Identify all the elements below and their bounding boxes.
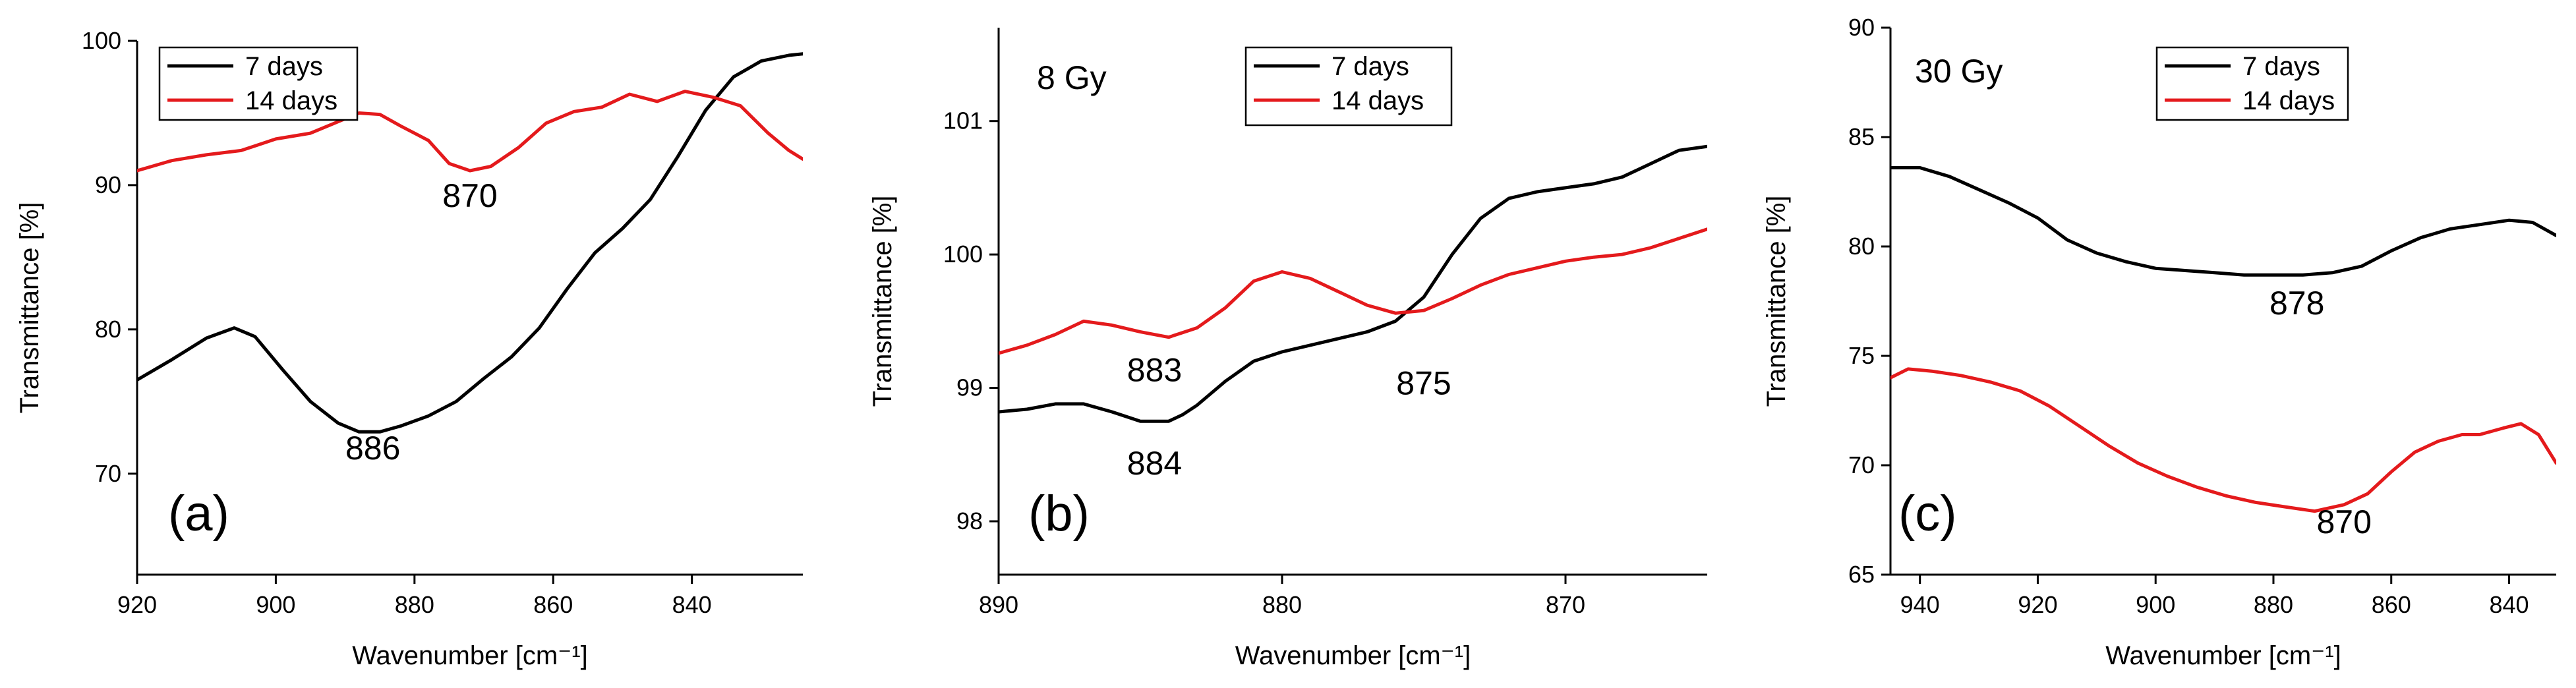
chart-panel-3: 940 920 900 880 860 840 65 70 75 80 85 90 Wavenumber…	[1762, 14, 2556, 670]
y-tick-label: 99	[956, 374, 983, 401]
x-axis-title: Wavenumber [cm⁻¹]	[352, 641, 587, 670]
legend-label: 14 days	[245, 86, 337, 115]
y-tick-label: 75	[1848, 342, 1875, 369]
x-tick-label: 860	[533, 591, 573, 618]
y-tick-label: 98	[956, 507, 983, 534]
y-tick-label: 100	[943, 241, 983, 268]
x-tick-label: 880	[1262, 591, 1302, 618]
y-tick-label: 90	[1848, 14, 1875, 41]
legend-box	[158, 46, 359, 121]
legend-box	[1244, 46, 1453, 127]
x-tick-label: 880	[395, 591, 434, 618]
y-axis-title: Transmittance [%]	[15, 202, 44, 414]
x-tick-label: 840	[2489, 591, 2529, 618]
legend-label: 14 days	[2242, 86, 2335, 115]
y-tick-label: 100	[82, 27, 121, 54]
panel-label: (b)	[1028, 486, 1090, 542]
y-tick-label: 85	[1848, 123, 1875, 150]
peak-annotation: 886	[345, 430, 400, 467]
peak-annotation: 878	[2269, 285, 2324, 322]
panel-label: (a)	[168, 486, 229, 542]
chart-panel-1: 920 900 880 860 840 70 80 90 100 Wavenumber [cm⁻¹…	[15, 27, 803, 670]
y-tick-label: 70	[95, 460, 121, 487]
series-line-7-days	[137, 52, 803, 434]
chart-title: 8 Gy	[1037, 59, 1107, 96]
legend-label: 7 days	[1332, 52, 1409, 81]
peak-annotation: 870	[2317, 503, 2372, 540]
legend: 7 days 14 days	[158, 46, 359, 121]
x-tick-label: 840	[672, 591, 712, 618]
legend-box	[2155, 46, 2349, 121]
x-axis-title: Wavenumber [cm⁻¹]	[2105, 641, 2341, 670]
y-tick-label: 80	[1848, 233, 1875, 260]
series-line-14-days	[999, 227, 1707, 355]
legend: 7 days 14 days	[1244, 46, 1453, 127]
x-tick-label: 900	[256, 591, 295, 618]
peak-annotation: 883	[1127, 351, 1182, 388]
series-line-7-days	[1890, 166, 2556, 277]
legend-label: 7 days	[2242, 52, 2320, 81]
x-tick-label: 860	[2372, 591, 2411, 618]
x-tick-label: 890	[979, 591, 1018, 618]
y-tick-label: 80	[95, 316, 121, 343]
series-line-7-days	[999, 144, 1707, 423]
y-tick-label: 101	[943, 107, 983, 134]
series-line-14-days	[1890, 367, 2556, 513]
chart-panel-2: 890 880 870 98 99 100 101 Wavenumber [cm⁻¹] Tran…	[868, 28, 1707, 670]
x-tick-label: 880	[2254, 591, 2293, 618]
peak-annotation: 875	[1396, 365, 1451, 402]
legend-label: 7 days	[245, 52, 323, 81]
y-tick-label: 90	[95, 171, 121, 198]
x-tick-label: 920	[2018, 591, 2057, 618]
y-tick-label: 70	[1848, 451, 1875, 478]
chart-title: 30 Gy	[1915, 53, 2003, 90]
y-axis-title: Transmittance [%]	[868, 196, 897, 407]
x-tick-label: 900	[2136, 591, 2175, 618]
x-axis-title: Wavenumber [cm⁻¹]	[1235, 641, 1471, 670]
x-tick-label: 870	[1546, 591, 1585, 618]
legend: 7 days 14 days	[2155, 46, 2349, 121]
x-tick-label: 920	[117, 591, 157, 618]
panel-label: (c)	[1898, 486, 1957, 542]
y-tick-label: 65	[1848, 561, 1875, 588]
legend-label: 14 days	[1332, 86, 1424, 115]
peak-annotation: 870	[442, 177, 497, 214]
y-axis-title: Transmittance [%]	[1762, 196, 1791, 407]
peak-annotation: 884	[1127, 445, 1182, 482]
x-tick-label: 940	[1900, 591, 1940, 618]
series-line-14-days	[137, 90, 803, 173]
